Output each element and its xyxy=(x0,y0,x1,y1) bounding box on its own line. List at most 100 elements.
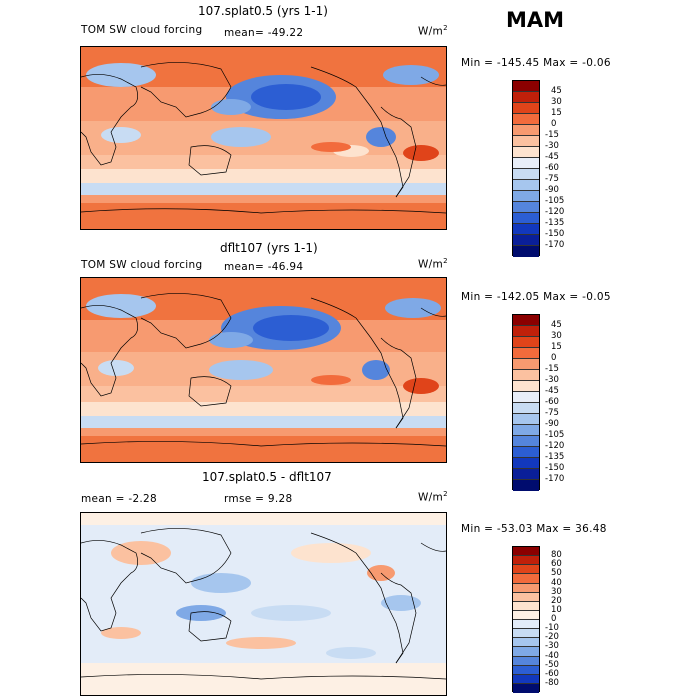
panel-2-map xyxy=(80,277,447,463)
colorbar-segment xyxy=(513,224,539,235)
colorbar-segment xyxy=(513,246,539,257)
colorbar-tick-label: 0 xyxy=(551,119,557,129)
colorbar-segment xyxy=(513,425,539,436)
colorbar-tick-label: 60 xyxy=(551,559,562,570)
colorbar-tick-label: -45 xyxy=(545,152,559,162)
colorbar-segment xyxy=(513,620,539,630)
colorbar-segment xyxy=(513,92,539,103)
colorbar-tick-label: -45 xyxy=(545,386,559,396)
colorbar-tick-label: -30 xyxy=(545,375,559,385)
colorbar-tick-label: 0 xyxy=(551,353,557,363)
colorbar-tick-label: -30 xyxy=(545,141,559,151)
colorbar-segment xyxy=(513,348,539,359)
colorbar-tick-label: 10 xyxy=(551,604,562,615)
colorbar-tick-label: -30 xyxy=(545,641,559,652)
panel-3-mean-label: mean = -2.28 xyxy=(81,493,158,505)
colorbar-segment xyxy=(513,169,539,180)
panel-1-colorbar xyxy=(512,80,540,257)
colorbar-tick-label: 30 xyxy=(551,97,562,107)
colorbar-segment xyxy=(513,213,539,224)
colorbar-segment xyxy=(513,674,539,684)
panel-2-mean-label: mean= -46.94 xyxy=(224,261,304,273)
colorbar-segment xyxy=(513,235,539,246)
colorbar-segment xyxy=(513,191,539,202)
colorbar-segment xyxy=(513,480,539,491)
colorbar-segment xyxy=(513,158,539,169)
colorbar-tick-label: 0 xyxy=(551,614,557,624)
colorbar-tick-label: 40 xyxy=(551,577,562,588)
colorbar-tick-label: 15 xyxy=(551,342,562,352)
panel-1-minmax: Min = -145.45 Max = -0.06 xyxy=(461,57,611,69)
colorbar-segment xyxy=(513,638,539,648)
colorbar-tick-label: 15 xyxy=(551,108,562,118)
colorbar-segment xyxy=(513,458,539,469)
colorbar-segment xyxy=(513,136,539,147)
colorbar-segment xyxy=(513,447,539,458)
panel-2-colorbar xyxy=(512,314,540,491)
colorbar-tick-label: -40 xyxy=(545,650,559,661)
colorbar-tick-label: -150 xyxy=(545,229,565,239)
colorbar-tick-label: 45 xyxy=(551,320,562,330)
colorbar-segment xyxy=(513,656,539,666)
colorbar-segment xyxy=(513,556,539,566)
panel-3-title: 107.splat0.5 - dflt107 xyxy=(202,470,332,484)
colorbar-tick-label: -170 xyxy=(545,240,565,250)
panel-1-title: 107.splat0.5 (yrs 1-1) xyxy=(198,4,328,18)
colorbar-segment xyxy=(513,436,539,447)
panel-1-units: W/m2 xyxy=(418,24,448,38)
colorbar-segment xyxy=(513,180,539,191)
panel-1-mean-label: mean= -49.22 xyxy=(224,27,304,39)
colorbar-segment xyxy=(513,392,539,403)
colorbar-tick-label: -50 xyxy=(545,659,559,670)
colorbar-tick-label: -10 xyxy=(545,623,559,634)
colorbar-segment xyxy=(513,592,539,602)
panel-3-map xyxy=(80,512,447,696)
colorbar-segment xyxy=(513,147,539,158)
colorbar-segment xyxy=(513,125,539,136)
colorbar-tick-label: -170 xyxy=(545,474,565,484)
colorbar-tick-label: -120 xyxy=(545,441,565,451)
colorbar-tick-label: -60 xyxy=(545,397,559,407)
colorbar-segment xyxy=(513,414,539,425)
colorbar-tick-label: 20 xyxy=(551,595,562,606)
panel-3-colorbar xyxy=(512,546,540,693)
colorbar-tick-label: 30 xyxy=(551,586,562,597)
colorbar-tick-label: -135 xyxy=(545,218,565,228)
colorbar-tick-label: -90 xyxy=(545,185,559,195)
colorbar-tick-label: -105 xyxy=(545,430,565,440)
colorbar-segment xyxy=(513,583,539,593)
colorbar-tick-label: 80 xyxy=(551,550,562,561)
colorbar-tick-label: -60 xyxy=(545,668,559,679)
panel-2-title: dflt107 (yrs 1-1) xyxy=(220,241,318,255)
panel-2-minmax: Min = -142.05 Max = -0.05 xyxy=(461,291,611,303)
colorbar-segment xyxy=(513,403,539,414)
colorbar-segment xyxy=(513,114,539,125)
colorbar-segment xyxy=(513,629,539,639)
colorbar-segment xyxy=(513,315,539,326)
colorbar-segment xyxy=(513,547,539,557)
colorbar-segment xyxy=(513,326,539,337)
colorbar-tick-label: -135 xyxy=(545,452,565,462)
colorbar-tick-label: -75 xyxy=(545,174,559,184)
colorbar-tick-label: 50 xyxy=(551,568,562,579)
colorbar-segment xyxy=(513,337,539,348)
panel-3-units: W/m2 xyxy=(418,490,448,504)
panel-3-rmse-label: rmse = 9.28 xyxy=(224,493,293,505)
colorbar-segment xyxy=(513,683,539,693)
colorbar-segment xyxy=(513,370,539,381)
colorbar-tick-label: -105 xyxy=(545,196,565,206)
panel-3-minmax: Min = -53.03 Max = 36.48 xyxy=(461,523,607,535)
colorbar-tick-label: -60 xyxy=(545,163,559,173)
colorbar-segment xyxy=(513,574,539,584)
colorbar-segment xyxy=(513,601,539,611)
colorbar-tick-label: -120 xyxy=(545,207,565,217)
season-title: MAM xyxy=(506,8,565,32)
colorbar-segment xyxy=(513,469,539,480)
colorbar-segment xyxy=(513,81,539,92)
panel-1-map xyxy=(80,46,447,230)
panel-2-units: W/m2 xyxy=(418,257,448,271)
colorbar-tick-label: 45 xyxy=(551,86,562,96)
colorbar-tick-label: -15 xyxy=(545,364,559,374)
colorbar-tick-label: -80 xyxy=(545,677,559,688)
colorbar-segment xyxy=(513,647,539,657)
